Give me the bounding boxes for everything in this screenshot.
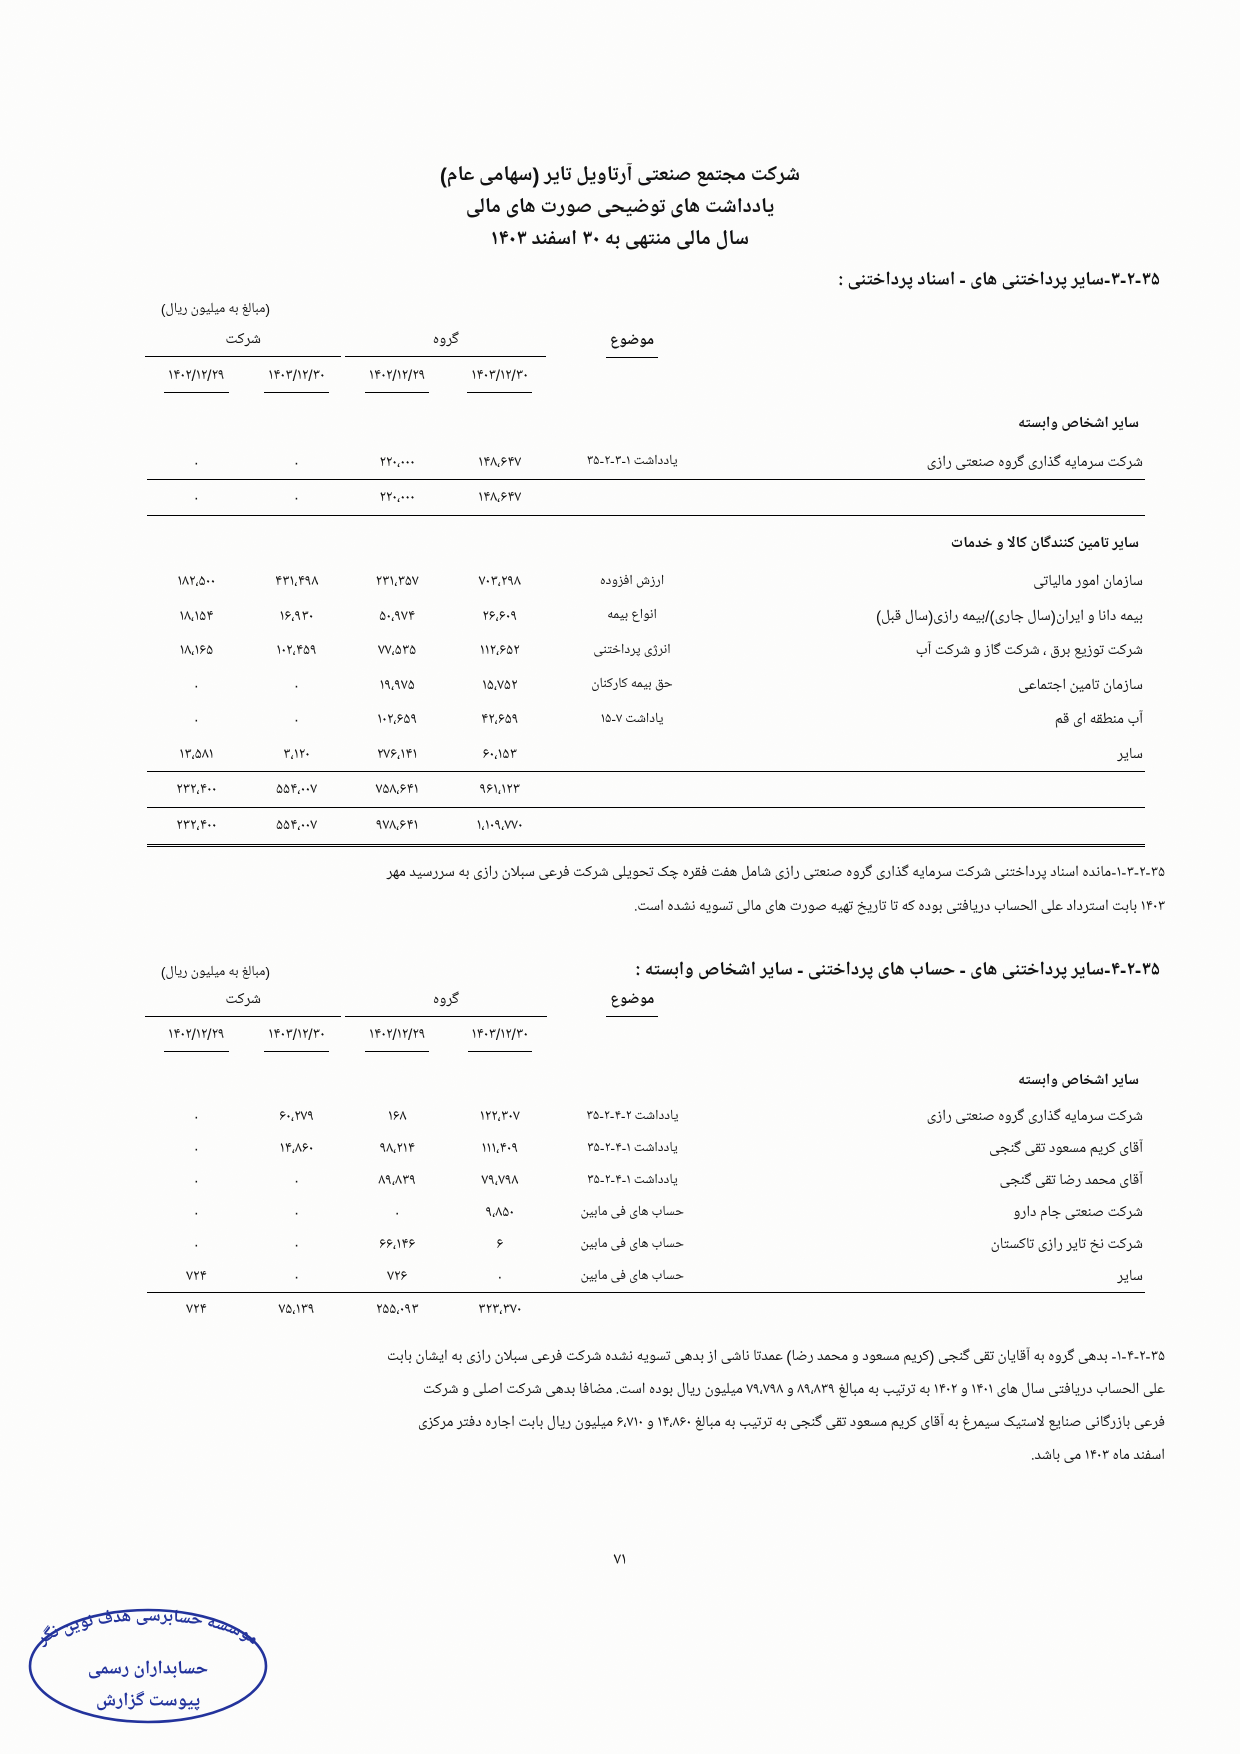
svg-text:حسابداران رسمی: حسابداران رسمی — [88, 1656, 209, 1682]
svg-text:پیوست گزارش: پیوست گزارش — [96, 1688, 200, 1714]
svg-text:موسسه حسابرسی هدف نوین نگر: موسسه حسابرسی هدف نوین نگر — [32, 1605, 263, 1653]
